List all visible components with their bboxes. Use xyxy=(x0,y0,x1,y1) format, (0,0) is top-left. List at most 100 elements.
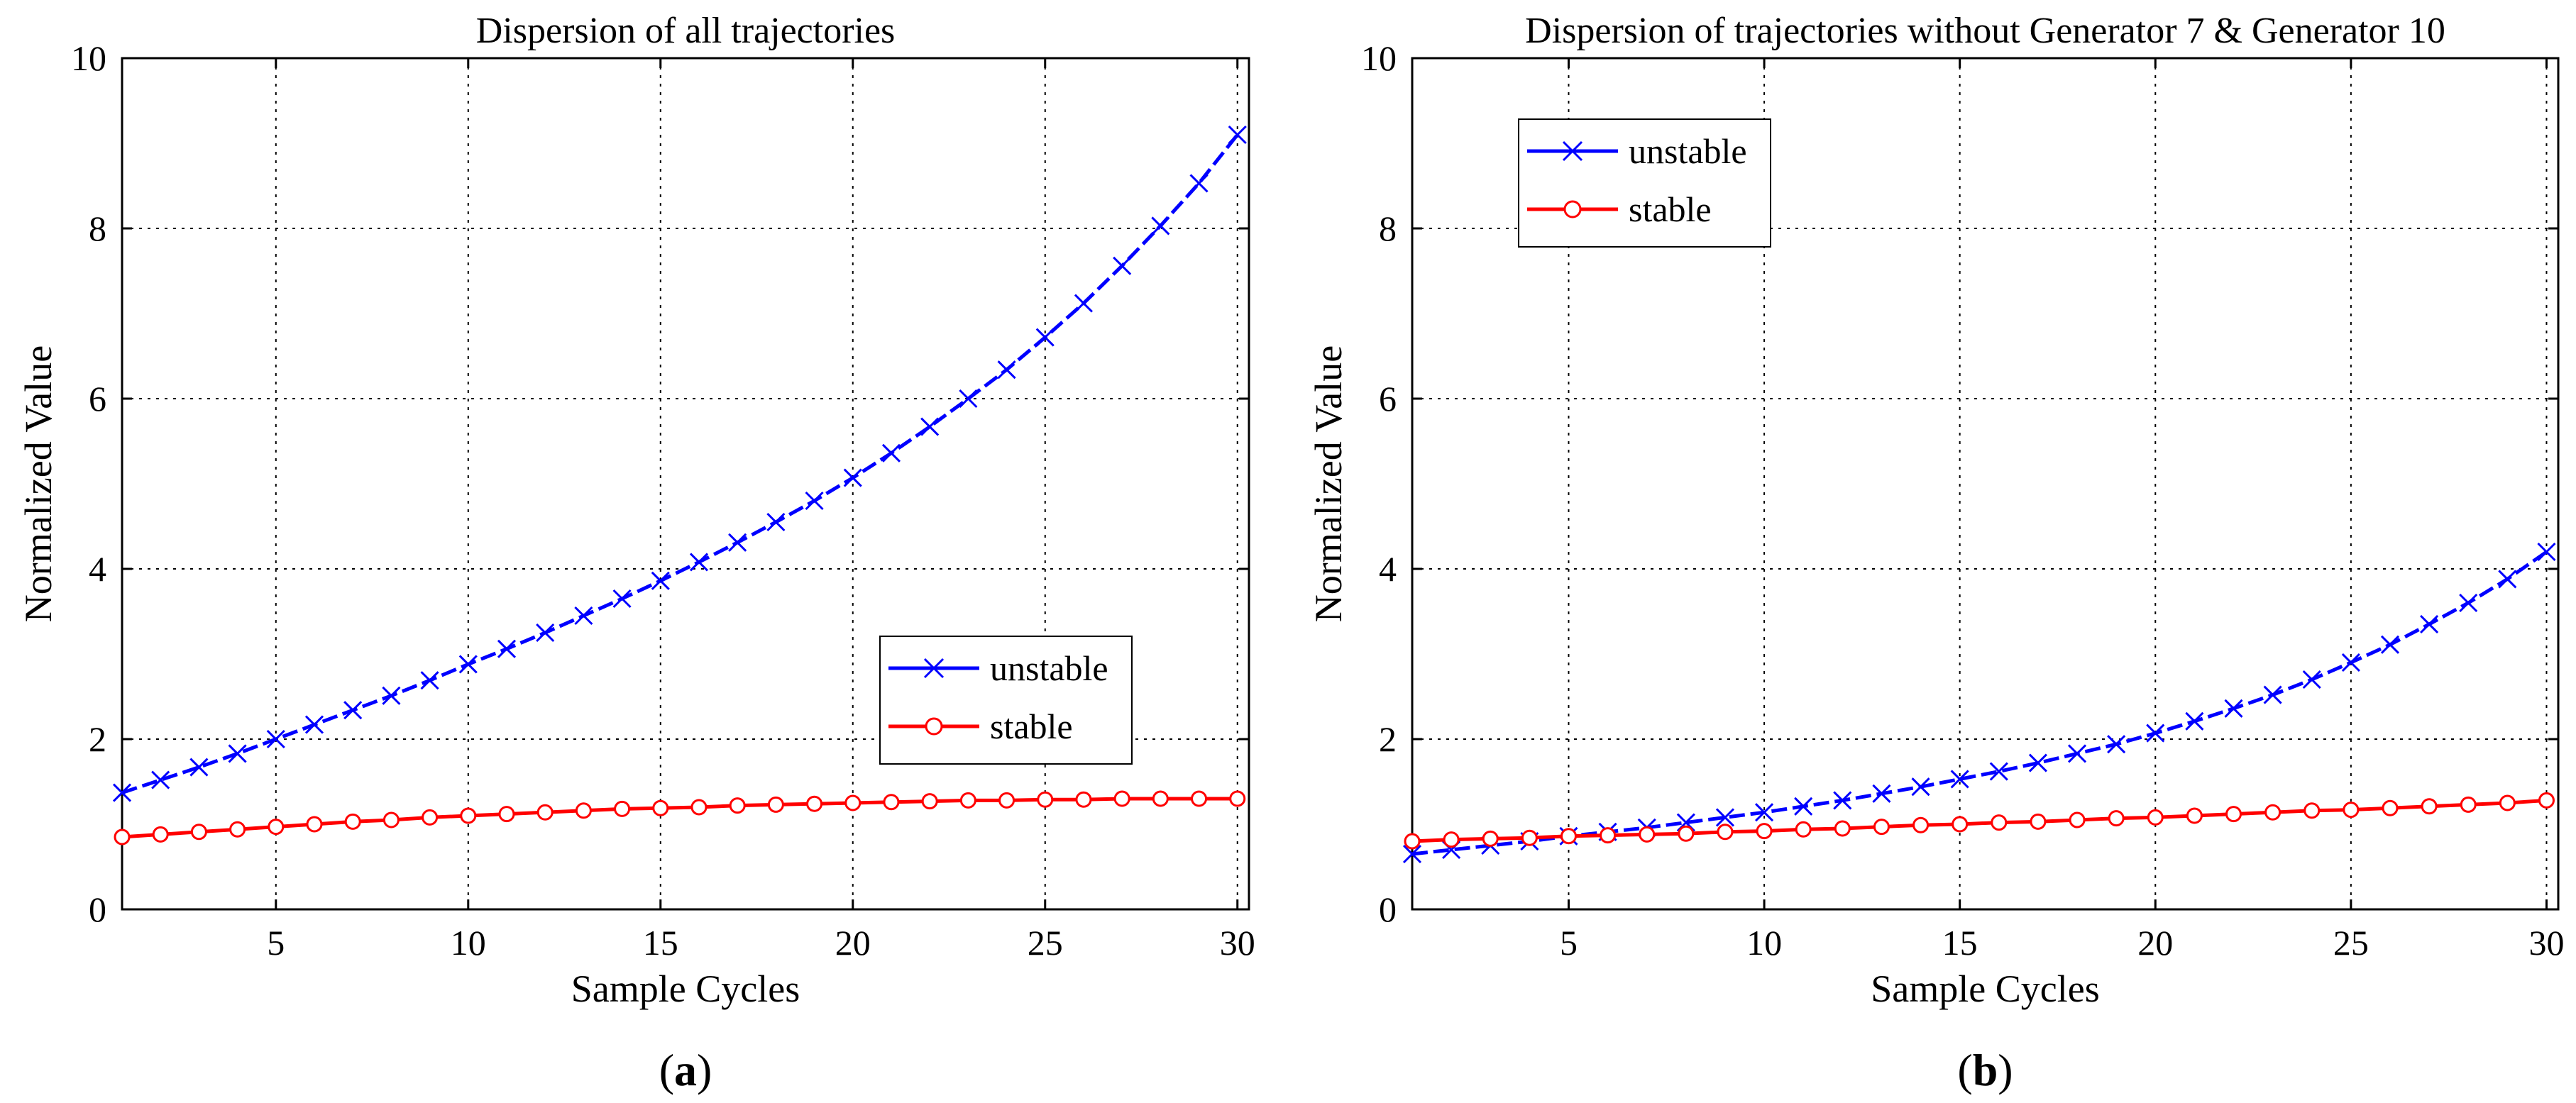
x-tick-label: 25 xyxy=(2333,923,2369,963)
legend-label: unstable xyxy=(1629,131,1747,171)
y-tick-label: 6 xyxy=(89,379,106,419)
data-point-stable xyxy=(306,816,323,833)
data-point-stable xyxy=(1873,819,1890,836)
data-point-stable xyxy=(190,824,207,841)
data-point-unstable xyxy=(382,686,401,705)
data-point-stable xyxy=(652,799,669,816)
data-point-stable xyxy=(921,793,938,810)
data-point-unstable xyxy=(2459,593,2478,613)
data-point-stable xyxy=(2069,811,2086,828)
data-point-stable xyxy=(229,821,246,838)
series-line-unstable xyxy=(1411,550,2548,856)
data-point-unstable xyxy=(1872,784,1891,803)
data-point-stable xyxy=(1639,826,1656,843)
panel-label: (b) xyxy=(1957,1045,2013,1095)
data-point-stable xyxy=(2538,792,2555,809)
legend-box xyxy=(879,636,1133,765)
data-point-unstable xyxy=(2537,542,2556,562)
y-tick-label: 10 xyxy=(71,38,106,78)
data-point-unstable xyxy=(1833,791,1852,810)
data-point-stable xyxy=(152,826,169,843)
x-tick-label: 30 xyxy=(1220,923,1255,963)
y-tick-label: 8 xyxy=(1379,209,1397,248)
data-point-stable xyxy=(2225,806,2242,823)
data-point-stable xyxy=(1756,823,1773,840)
data-point-stable xyxy=(1075,791,1092,808)
data-point-unstable xyxy=(2107,735,2126,754)
legend-marker-circle xyxy=(1563,200,1582,218)
data-point-unstable xyxy=(1228,125,1247,145)
legend-label: stable xyxy=(990,706,1073,746)
data-point-unstable xyxy=(2067,744,2087,763)
series-stable xyxy=(1404,792,2555,850)
data-point-stable xyxy=(1037,791,1054,808)
panel-label-letter: a xyxy=(674,1045,697,1095)
data-point-stable xyxy=(344,813,361,830)
series-line-stable xyxy=(121,797,1238,839)
data-point-unstable xyxy=(2263,685,2282,704)
x-axis-label: Sample Cycles xyxy=(1871,968,2099,1010)
data-point-stable xyxy=(1404,833,1421,850)
series-unstable xyxy=(1402,542,2556,864)
data-point-unstable xyxy=(805,491,824,511)
data-point-stable xyxy=(998,792,1015,809)
data-point-unstable xyxy=(766,512,786,532)
legend-label: stable xyxy=(1629,189,1712,229)
data-point-stable xyxy=(1191,790,1208,807)
data-point-unstable xyxy=(997,360,1016,379)
x-tick-label: 20 xyxy=(2137,923,2173,963)
data-point-stable xyxy=(1521,829,1538,846)
data-point-unstable xyxy=(1911,777,1930,797)
data-point-stable xyxy=(422,809,439,826)
data-point-unstable xyxy=(536,623,555,643)
series-unstable xyxy=(112,125,1247,802)
data-point-unstable xyxy=(1755,803,1774,822)
data-point-stable xyxy=(729,797,746,814)
data-point-unstable xyxy=(189,758,209,777)
y-tick-label: 2 xyxy=(1379,719,1397,759)
x-tick-label: 5 xyxy=(267,923,285,963)
x-tick-label: 30 xyxy=(2528,923,2564,963)
x-tick-label: 20 xyxy=(835,923,871,963)
data-point-unstable xyxy=(1113,256,1132,275)
chart-title: Dispersion of all trajectories xyxy=(476,11,896,51)
y-tick-label: 4 xyxy=(89,549,106,589)
data-point-stable xyxy=(2147,809,2164,826)
data-point-unstable xyxy=(2341,653,2360,672)
data-point-unstable xyxy=(1402,844,1422,864)
legend-box xyxy=(1518,118,1771,248)
y-tick-label: 0 xyxy=(89,889,106,929)
data-point-stable xyxy=(1991,814,2008,831)
legend: unstable stable xyxy=(1518,118,1771,248)
data-point-stable xyxy=(268,819,285,836)
data-point-unstable xyxy=(1074,294,1094,313)
data-point-unstable xyxy=(458,655,478,674)
data-point-unstable xyxy=(2380,635,2400,654)
data-point-unstable xyxy=(920,417,940,436)
data-point-stable xyxy=(2030,813,2047,830)
x-tick-label: 25 xyxy=(1028,923,1063,963)
data-point-stable xyxy=(1678,825,1695,842)
data-point-unstable xyxy=(959,389,978,409)
data-point-unstable xyxy=(151,770,170,789)
data-point-stable xyxy=(614,800,631,817)
data-point-unstable xyxy=(843,468,862,487)
data-point-stable xyxy=(2343,802,2360,819)
data-point-unstable xyxy=(612,589,632,609)
data-point-stable xyxy=(2108,810,2125,827)
y-axis-label: Normalized Value xyxy=(1307,345,1350,622)
data-point-stable xyxy=(2186,807,2203,824)
data-point-stable xyxy=(1229,790,1246,807)
y-tick-label: 8 xyxy=(89,209,106,248)
x-tick-label: 5 xyxy=(1560,923,1578,963)
data-point-unstable xyxy=(689,553,709,572)
data-point-stable xyxy=(2499,794,2516,811)
chart-panel-b: 5 10 15 20 25 30 0 2 4 6 8 10 Dispersion of trajecto… xyxy=(1307,11,2564,1095)
y-tick-label: 2 xyxy=(89,719,106,759)
data-point-stable xyxy=(2382,799,2399,816)
data-point-stable xyxy=(114,828,131,846)
data-point-unstable xyxy=(228,744,247,763)
data-point-stable xyxy=(1113,790,1130,807)
data-point-stable xyxy=(1952,816,1969,833)
